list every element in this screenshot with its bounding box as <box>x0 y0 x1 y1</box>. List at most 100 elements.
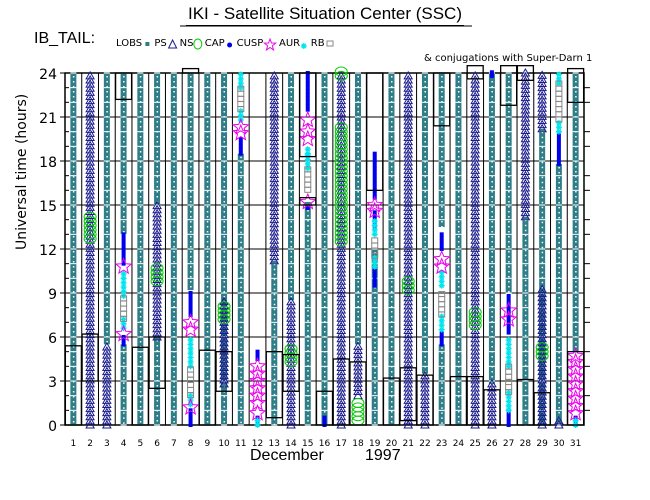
lobs-dot <box>558 176 560 179</box>
ns-triangle <box>470 399 481 408</box>
lobs-dot <box>307 355 309 357</box>
lobs-dot <box>491 236 493 238</box>
lobs-dot <box>240 286 242 289</box>
lobs-dot <box>457 191 460 193</box>
ns-triangle <box>470 95 481 105</box>
lobs-dot <box>424 206 426 208</box>
lobs-dot <box>156 106 159 108</box>
lobs-dot <box>524 289 527 292</box>
ns-triangle <box>336 391 347 400</box>
lobs-dot <box>491 216 493 218</box>
lobs-dot <box>491 101 493 103</box>
lobs-dot <box>240 296 242 299</box>
lobs-dot <box>424 246 426 248</box>
rb-square <box>505 368 513 375</box>
ns-triangle <box>470 272 481 281</box>
conjugation-box <box>114 72 133 101</box>
rb-asterisk <box>304 165 311 172</box>
rb-squares <box>187 366 195 399</box>
lobs-dot <box>273 423 276 426</box>
lobs-dot <box>156 385 159 387</box>
lobs-dot <box>357 246 359 248</box>
ns-triangles <box>554 415 564 429</box>
lobs-dot <box>457 236 460 238</box>
ns-triangle <box>420 391 430 400</box>
lobs-dot <box>307 305 309 307</box>
ns-triangle <box>336 415 347 425</box>
lobs-dot <box>541 146 544 149</box>
ns-triangle <box>269 157 280 166</box>
conjugation-box <box>433 72 451 127</box>
ns-triangle <box>219 305 229 314</box>
lobs-dot <box>324 216 326 218</box>
ns-triangle <box>336 235 347 244</box>
lobs-dot <box>324 176 326 178</box>
lobs-dot <box>491 241 493 243</box>
lobs-segment <box>438 72 445 228</box>
lobs-dot <box>106 311 108 313</box>
lobs-dot <box>457 311 460 313</box>
lobs-dot <box>390 81 393 83</box>
lobs-dot <box>441 166 443 168</box>
lobs-dot <box>190 111 192 113</box>
ns-triangle <box>269 243 280 252</box>
lobs-dot <box>72 416 75 418</box>
ns-triangle <box>470 103 481 113</box>
rb-square <box>304 181 312 188</box>
lobs-dot <box>374 417 376 419</box>
lobs-dot <box>441 201 443 203</box>
ns-triangle <box>403 239 414 248</box>
lobs-dot <box>223 151 226 153</box>
cusp-dot <box>238 137 243 141</box>
lobs-dot <box>324 296 326 298</box>
lobs-segment <box>103 72 110 345</box>
ns-triangle <box>336 83 347 92</box>
ns-triangle <box>286 399 296 408</box>
lobs-dot <box>457 261 460 263</box>
lobs-dot <box>390 221 393 223</box>
lobs-bar <box>120 73 127 235</box>
lobs-dot <box>290 206 293 208</box>
lobs-dot <box>390 206 393 208</box>
ns-triangle <box>286 407 296 417</box>
lobs-dot <box>273 388 276 391</box>
lobs-dot <box>541 226 544 229</box>
conjugation-box <box>500 65 518 106</box>
ns-triangles <box>403 70 414 429</box>
lobs-dot <box>240 291 242 294</box>
ns-triangle <box>85 370 95 380</box>
x-tick-label: 30 <box>553 439 565 449</box>
ns-triangle <box>85 165 95 174</box>
rb-asterisk <box>371 226 378 233</box>
aur-star <box>566 367 585 385</box>
lobs-dot <box>173 396 175 398</box>
lobs-dot <box>524 329 527 332</box>
lobs-dot <box>223 406 226 408</box>
lobs-dot <box>72 196 75 198</box>
cusp-dot <box>372 177 377 182</box>
lobs-dot <box>575 186 577 188</box>
conjugation-box <box>449 375 468 426</box>
lobs-dot <box>441 96 443 98</box>
lobs-dot <box>223 96 226 98</box>
lobs-dot <box>307 315 309 317</box>
lobs-dot <box>156 136 159 138</box>
lobs-dot <box>357 161 359 163</box>
lobs-dot <box>558 331 560 334</box>
rb-asterisk <box>120 279 127 286</box>
lobs-dot <box>457 216 460 218</box>
lobs-dot <box>290 91 293 93</box>
lobs-dot <box>491 261 493 263</box>
lobs-dot <box>72 81 75 83</box>
lobs-dot <box>307 275 309 277</box>
ns-triangle <box>85 300 95 310</box>
lobs-dot <box>206 401 209 403</box>
lobs-dot <box>457 136 460 138</box>
lobs-dot <box>457 111 460 113</box>
ns-triangle <box>403 403 414 413</box>
lobs-dot <box>240 171 242 174</box>
ns-triangle <box>336 161 347 170</box>
lobs-dot <box>290 171 293 173</box>
lobs-dot <box>206 271 209 273</box>
lobs-dot <box>273 348 276 351</box>
